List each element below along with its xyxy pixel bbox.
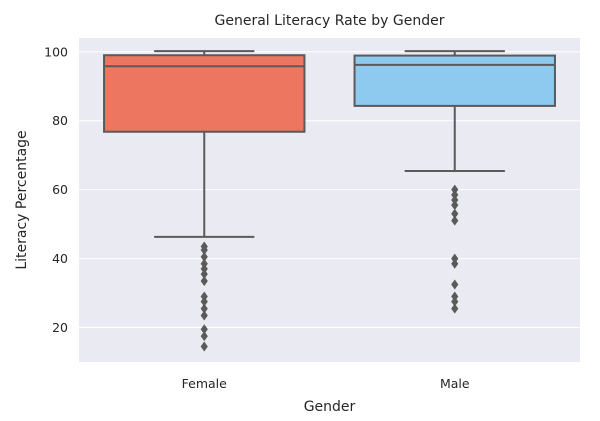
female-outlier-10 xyxy=(200,258,208,269)
male-outlier-3 xyxy=(451,279,459,290)
y-tick-label-80: 80 xyxy=(52,113,68,128)
female-outlier-8 xyxy=(200,269,208,280)
boxes xyxy=(103,50,556,352)
male-outlier-6 xyxy=(451,215,459,226)
female-outlier-3 xyxy=(200,310,208,321)
male-outlier-8 xyxy=(451,200,459,211)
x-tick-labels: Female Male xyxy=(182,376,470,391)
female-outlier-0 xyxy=(200,341,208,352)
y-tick-label-100: 100 xyxy=(44,44,68,59)
female-box xyxy=(103,54,306,133)
male-outlier-9 xyxy=(451,195,459,205)
female-outlier-13 xyxy=(200,241,208,252)
y-tick-label-20: 20 xyxy=(52,320,68,335)
y-tick-labels: 20 40 60 80 100 xyxy=(44,44,68,335)
y-tick-label-40: 40 xyxy=(52,251,68,266)
male-outlier-10 xyxy=(451,189,459,200)
female-outlier-11 xyxy=(200,251,208,262)
y-axis-label: Literacy Percentage xyxy=(14,130,30,269)
male-outlier-4 xyxy=(451,258,459,269)
x-axis-label: Gender xyxy=(304,399,356,415)
x-tick-label-female: Female xyxy=(182,376,228,391)
male-box xyxy=(353,54,556,107)
male-outlier-1 xyxy=(451,296,459,307)
y-tick-label-60: 60 xyxy=(52,182,68,197)
male-outlier-7 xyxy=(451,208,459,219)
male-outlier-2 xyxy=(451,291,459,302)
female-outlier-6 xyxy=(200,291,208,302)
chart-title: General Literacy Rate by Gender xyxy=(215,13,445,29)
female-outlier-5 xyxy=(200,296,208,307)
male-outlier-5 xyxy=(451,253,459,264)
female-outlier-7 xyxy=(200,276,208,286)
male-outlier-0 xyxy=(451,303,459,314)
male-outlier-11 xyxy=(451,184,459,195)
female-outlier-9 xyxy=(200,263,208,274)
x-tick-label-male: Male xyxy=(440,376,470,391)
female-outlier-4 xyxy=(200,303,208,314)
female-outlier-1 xyxy=(200,331,208,342)
female-outlier-2 xyxy=(200,324,208,335)
